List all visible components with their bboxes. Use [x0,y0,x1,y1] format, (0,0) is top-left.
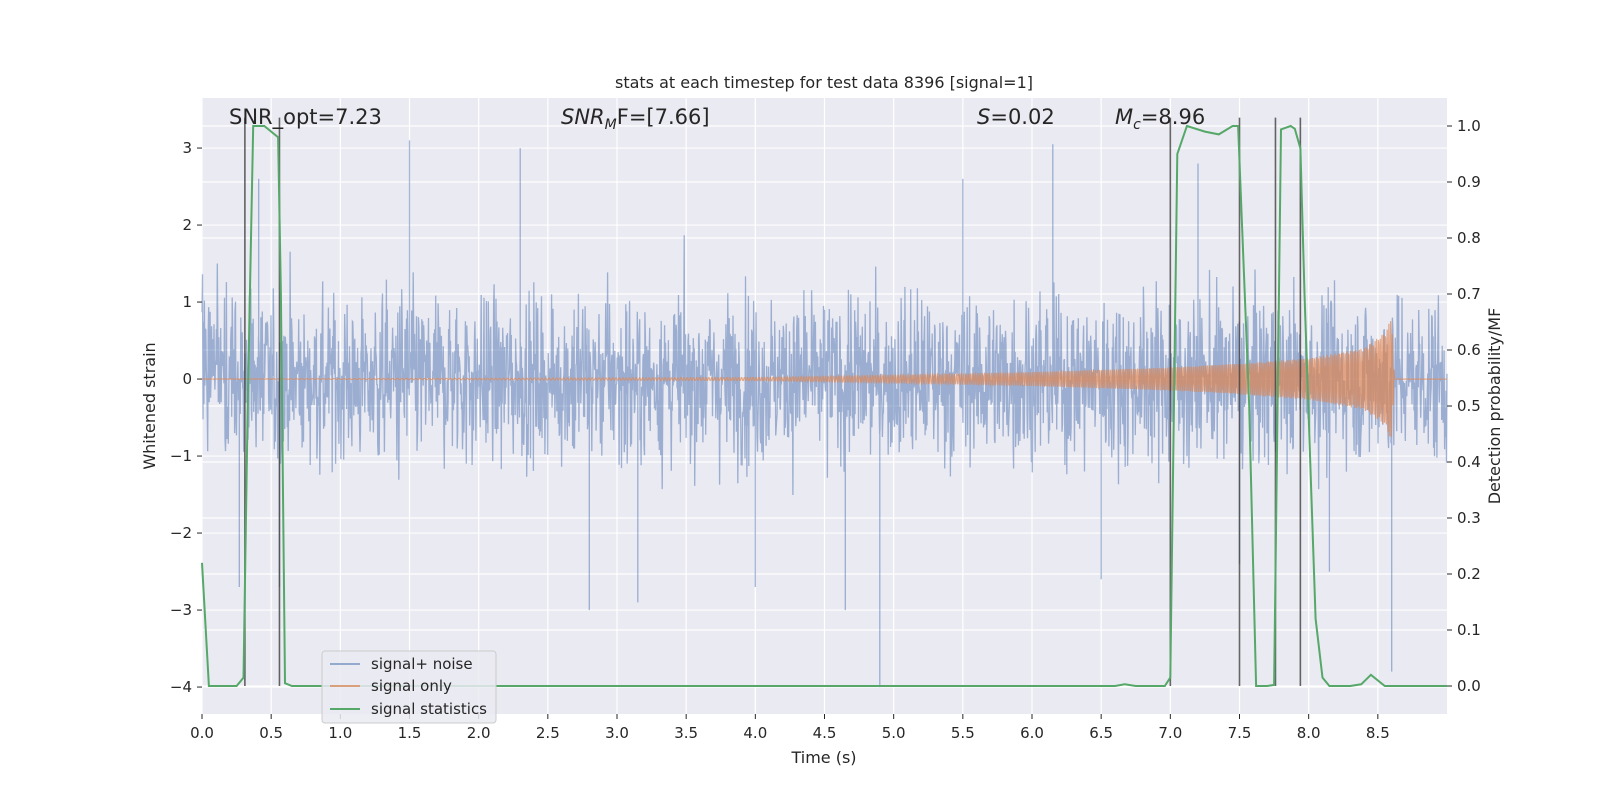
mc-var: M [1115,105,1133,129]
snr-mf-sub: M [605,117,617,133]
x-tick-label: 3.0 [605,724,629,742]
y-right-tick-label: 0.8 [1457,229,1481,247]
legend-signal-label: signal only [371,677,452,695]
legend-stats-label: signal statistics [371,700,487,718]
legend-noise-label: signal+ noise [371,655,473,673]
x-tick-label: 5.5 [951,724,975,742]
x-tick-label: 7.0 [1158,724,1182,742]
ticks: 0.0 0.5 1.0 1.5 2.0 2.5 3.0 3.5 4.0 4.5 5.0 5.5 6.0 6… [170,117,1481,742]
x-tick-label: 4.0 [743,724,767,742]
mc-sub: c [1133,117,1141,133]
x-tick-label: 1.0 [328,724,352,742]
y-tick-label: −4 [170,678,192,696]
x-tick-label: 2.0 [467,724,491,742]
noise-line [201,140,1448,688]
y-right-tick-label: 0.2 [1457,565,1481,583]
x-tick-label: 1.5 [398,724,422,742]
y-right-tick-label: 0.4 [1457,453,1481,471]
y-right-axis-label: Detection probability/MF [1485,308,1504,505]
x-tick-label: 0.5 [259,724,283,742]
mc-annotation: Mc=8.96 [1115,105,1205,133]
x-tick-label: 2.5 [536,724,560,742]
x-tick-label: 4.5 [813,724,837,742]
y-right-tick-label: 0.5 [1457,397,1481,415]
y-tick-label: 3 [182,139,192,157]
noise-series [201,140,1448,688]
s-var: S [977,105,990,129]
legend: signal+ noise signal only signal statist… [321,650,497,724]
x-tick-label: 6.0 [1020,724,1044,742]
y-tick-label: 2 [182,216,192,234]
y-right-tick-label: 0.6 [1457,341,1481,359]
x-tick-label: 8.0 [1297,724,1321,742]
x-axis-label: Time (s) [790,748,856,767]
y-right-tick-label: 0.1 [1457,621,1481,639]
y-tick-label: 1 [182,293,192,311]
y-right-tick-label: 0.3 [1457,509,1481,527]
y-tick-label: −2 [170,524,192,542]
x-tick-label: 0.0 [190,724,214,742]
chart-title: stats at each timestep for test data 839… [615,73,1033,92]
legend-box [321,650,497,724]
x-tick-label: 6.5 [1089,724,1113,742]
x-tick-label: 3.5 [674,724,698,742]
stats-series [201,124,1447,687]
snr-opt-annotation: SNR_opt=7.23 [229,105,382,130]
y-right-tick-label: 0.0 [1457,677,1481,695]
y-tick-label: 0 [182,370,192,388]
x-tick-label: 7.5 [1228,724,1252,742]
snr-mf-suffix: F=[7.66] [617,105,710,129]
s-value: =0.02 [990,105,1054,129]
mc-value: =8.96 [1141,105,1205,129]
stats-line [201,124,1447,687]
snr-mf-prefix: SNR [561,105,605,129]
y-right-tick-label: 0.7 [1457,285,1481,303]
snr-mf-annotation: SNRMF=[7.66] [561,105,710,133]
y-tick-label: −3 [170,601,192,619]
y-tick-label: −1 [170,447,192,465]
y-right-tick-label: 1.0 [1457,117,1481,135]
y-axis-label: Whitened strain [140,342,159,469]
s-annotation: S=0.02 [977,105,1055,129]
x-tick-label: 5.0 [882,724,906,742]
y-right-tick-label: 0.9 [1457,173,1481,191]
x-tick-label: 8.5 [1366,724,1390,742]
